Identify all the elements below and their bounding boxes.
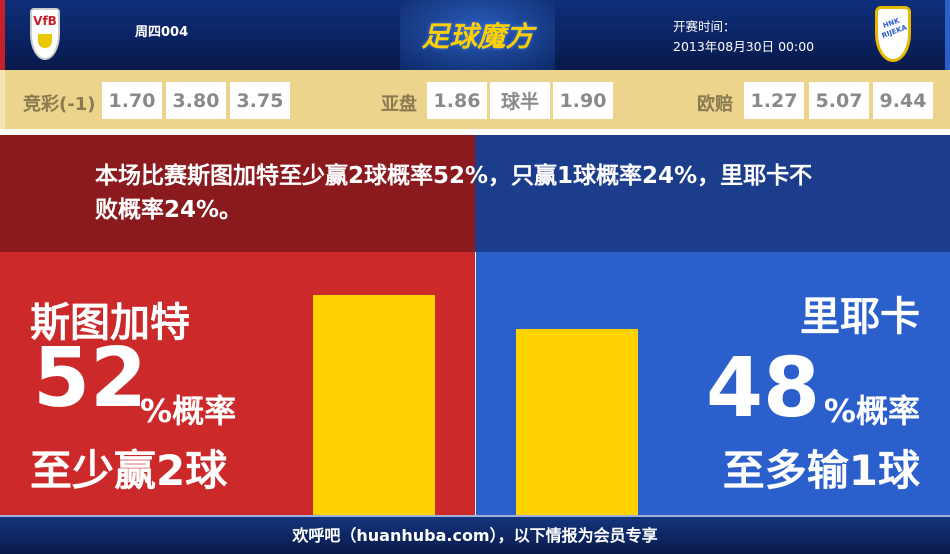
asian-label: 亚盘 bbox=[381, 94, 417, 115]
kickoff-time: 2013年08月30日 00:00 bbox=[673, 39, 815, 54]
home-team-name: 斯图加特 bbox=[30, 300, 190, 346]
euro-label: 欧赔 bbox=[697, 94, 733, 115]
away-team-name: 里耶卡 bbox=[800, 294, 920, 340]
odds-cell: 3.75 bbox=[230, 82, 290, 119]
odds-cell: 9.44 bbox=[873, 82, 933, 119]
home-outcome: 至少赢2球 bbox=[30, 446, 228, 495]
away-probability-bar bbox=[516, 328, 638, 515]
jingcai-label: 竞彩(-1) bbox=[23, 94, 96, 115]
odds-cell: 1.86 bbox=[427, 82, 487, 119]
odds-cell: 1.70 bbox=[102, 82, 162, 119]
odds-cell: 5.07 bbox=[809, 82, 869, 119]
away-percent-suffix: %概率 bbox=[823, 392, 920, 430]
home-team-logo: VfB bbox=[30, 8, 60, 60]
home-probability-bar bbox=[313, 295, 435, 515]
home-percent: 52 bbox=[33, 331, 148, 426]
odds-bar: 竞彩(-1) 1.70 3.80 3.75 亚盘 1.86 球半 1.90 欧赔… bbox=[0, 70, 950, 129]
away-outcome: 至多输1球 bbox=[722, 446, 920, 495]
away-logo-text: HNK RIJEKA bbox=[880, 16, 909, 41]
home-percent-suffix: %概率 bbox=[140, 392, 237, 430]
match-number: 周四004 bbox=[135, 25, 189, 40]
summary-text: 本场比赛斯图加特至少赢2球概率52%，只赢1球概率24%，里耶卡不败概率24%。 bbox=[95, 163, 813, 223]
kickoff-info: 开赛时间： 2013年08月30日 00:00 bbox=[673, 17, 814, 57]
home-panel: 斯图加特 52 %概率 至少赢2球 bbox=[0, 252, 475, 515]
away-percent: 48 bbox=[706, 341, 821, 436]
away-panel: 里耶卡 48 %概率 至多输1球 bbox=[476, 252, 950, 515]
summary-banner: 本场比赛斯图加特至少赢2球概率52%，只赢1球概率24%，里耶卡不败概率24%。 bbox=[0, 135, 950, 252]
footer-banner: 欢呼吧（huanhuba.com），以下情报为会员专享 bbox=[0, 515, 950, 554]
away-team-logo: HNK RIJEKA bbox=[875, 6, 911, 62]
odds-cell: 1.27 bbox=[744, 82, 804, 119]
kickoff-label: 开赛时间： bbox=[673, 19, 736, 34]
odds-cell: 3.80 bbox=[166, 82, 226, 119]
brand-logo: 足球魔方 bbox=[400, 0, 555, 70]
match-header: VfB 周四004 足球魔方 开赛时间： 2013年08月30日 00:00 H… bbox=[0, 0, 950, 70]
home-logo-text: VfB bbox=[33, 14, 57, 28]
odds-cell: 1.90 bbox=[553, 82, 613, 119]
odds-cell: 球半 bbox=[490, 82, 550, 119]
